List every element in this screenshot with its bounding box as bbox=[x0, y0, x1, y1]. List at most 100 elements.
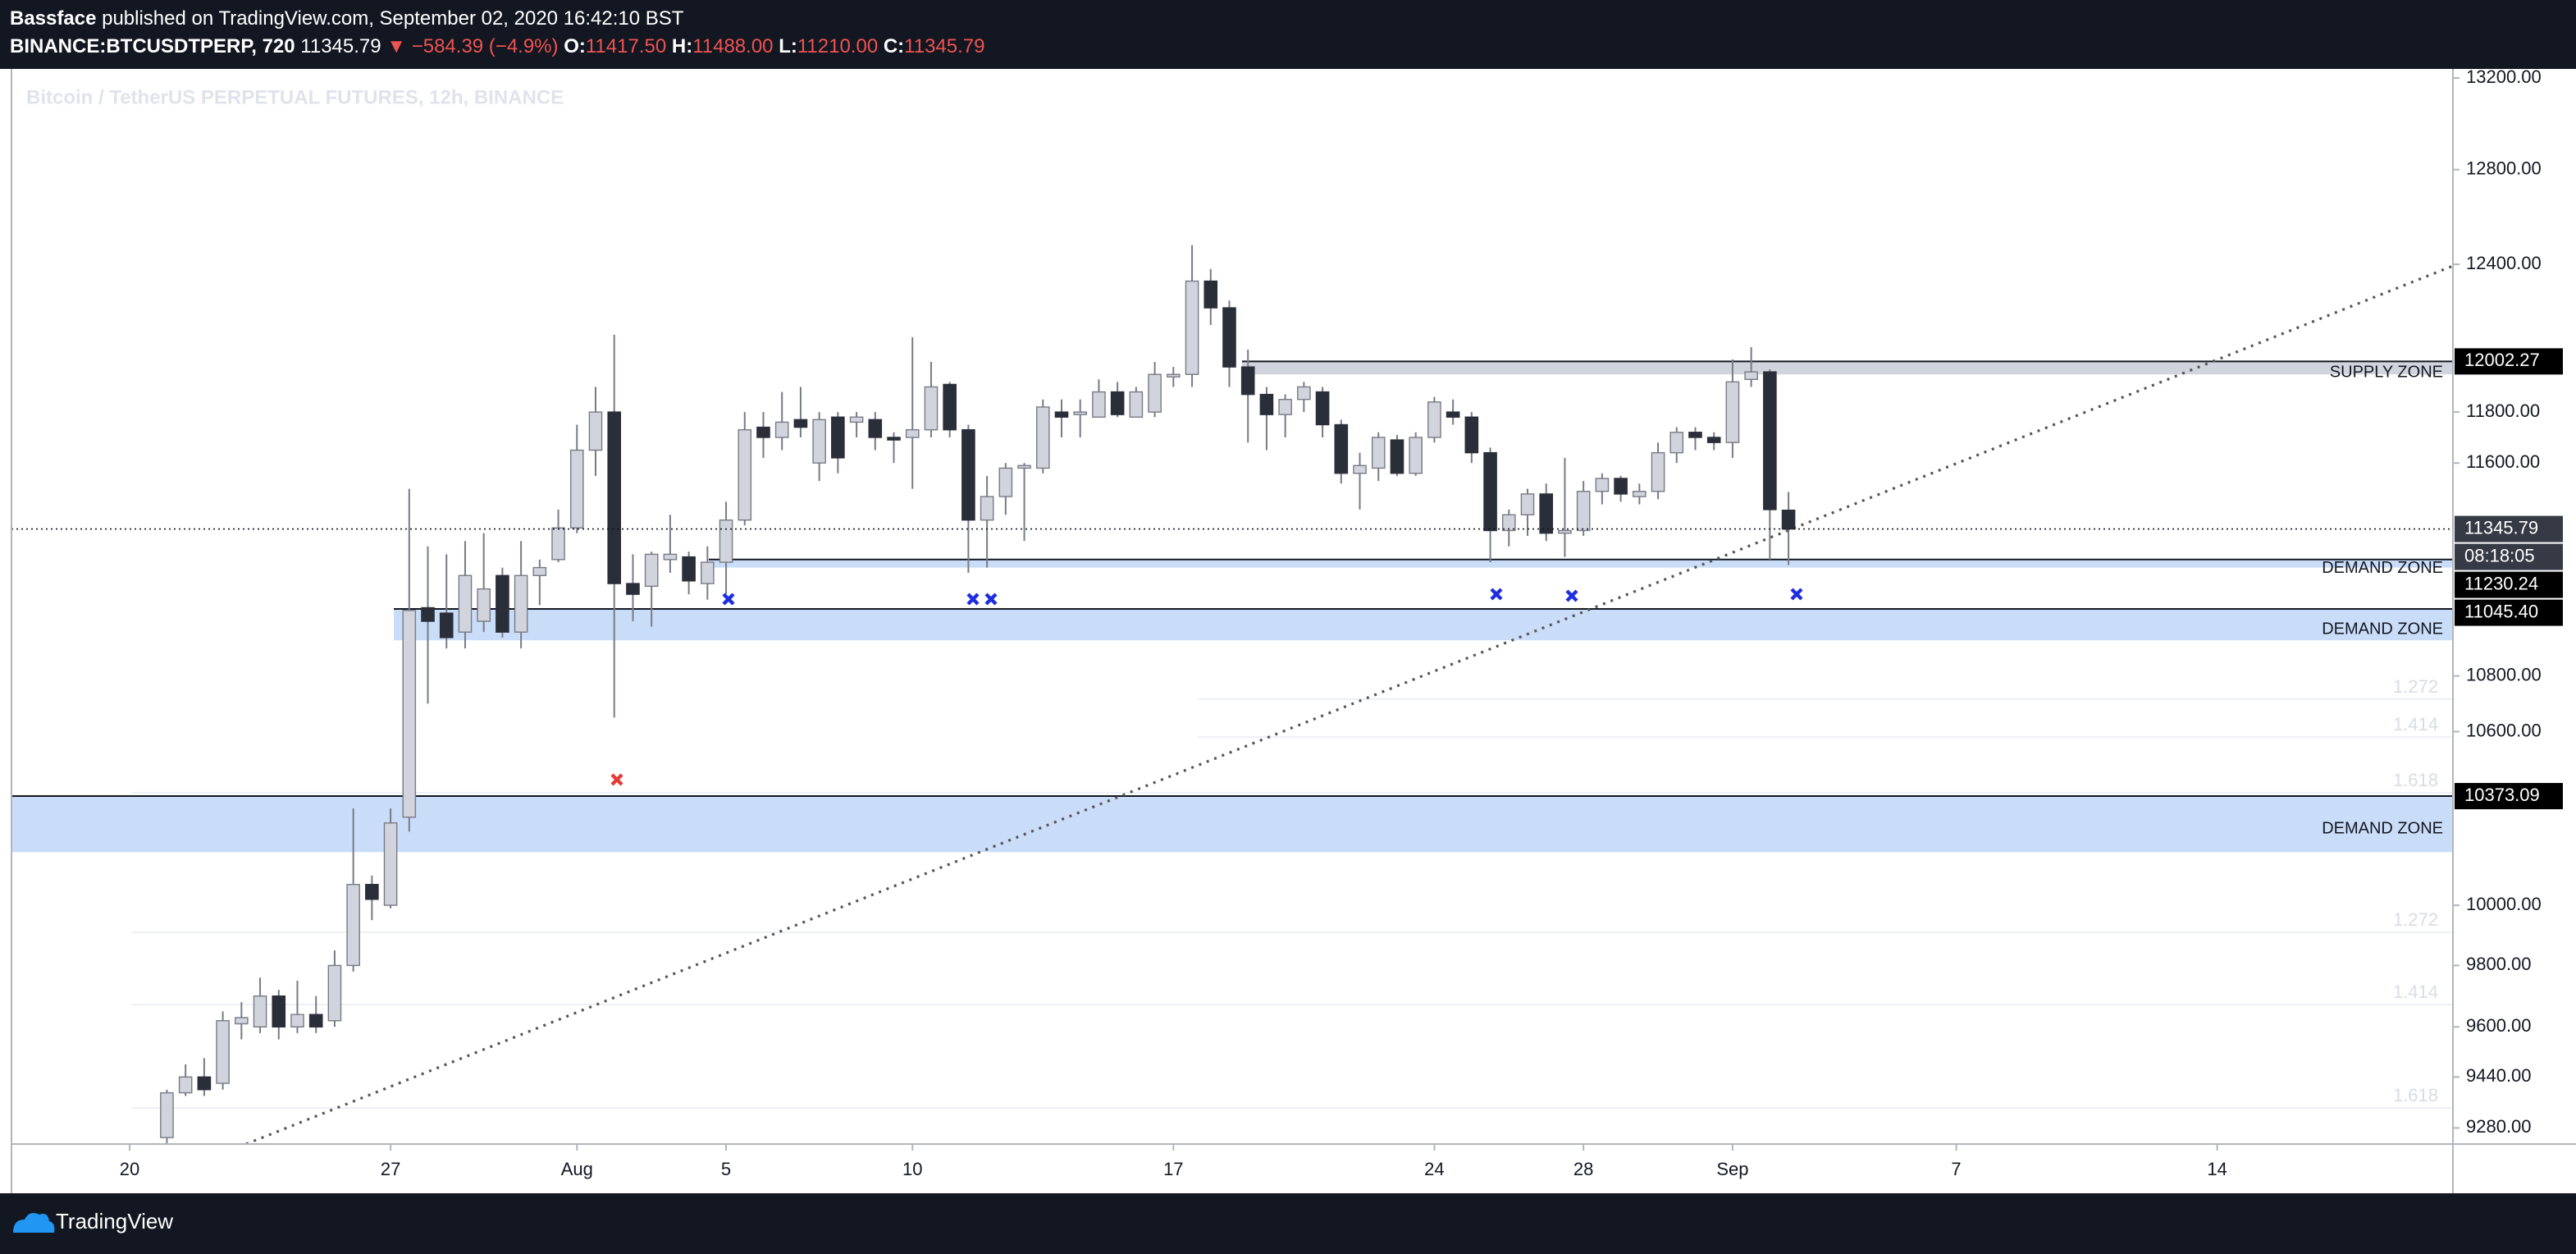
candle-body bbox=[1446, 411, 1460, 418]
candle-body bbox=[160, 1092, 174, 1138]
candle-body bbox=[1148, 373, 1162, 413]
fib-label: 1.414 bbox=[2393, 982, 2438, 1002]
zone-band bbox=[394, 609, 2453, 641]
candle-body bbox=[514, 574, 528, 633]
candle-body bbox=[998, 467, 1013, 497]
published: published on TradingView.com, September … bbox=[102, 7, 684, 30]
axis-price-label: 08:18:05 bbox=[2464, 545, 2535, 565]
candle-body bbox=[1483, 451, 1497, 532]
candle-body bbox=[887, 437, 901, 441]
plot-clip bbox=[11, 245, 2453, 1144]
fib-label: 1.414 bbox=[2393, 714, 2438, 735]
candle-body bbox=[1035, 406, 1050, 469]
candle-body bbox=[1073, 411, 1088, 415]
candle-body bbox=[216, 1020, 230, 1084]
x-marker bbox=[1565, 589, 1578, 602]
candle-body bbox=[421, 606, 435, 622]
y-tick-label: 10800.00 bbox=[2466, 664, 2542, 684]
candle-body bbox=[1054, 411, 1069, 418]
watermark: Bitcoin / TetherUS PERPETUAL FUTURES, 12… bbox=[26, 86, 564, 108]
footer bbox=[0, 1193, 2576, 1254]
axis-price-label: 11045.40 bbox=[2464, 601, 2538, 621]
candle-body bbox=[551, 527, 565, 561]
candle-body bbox=[924, 386, 939, 431]
candle-body bbox=[1129, 391, 1144, 418]
fib-label: 1.618 bbox=[2393, 1085, 2438, 1105]
zone-band bbox=[11, 796, 2453, 853]
change: ▼ −584.39 (−4.9%) bbox=[386, 35, 558, 57]
candle-body bbox=[961, 428, 975, 521]
open: 11417.50 bbox=[586, 35, 666, 57]
candle-body bbox=[607, 411, 622, 584]
candle-body bbox=[793, 419, 808, 428]
axis-price-label: 11345.79 bbox=[2464, 517, 2538, 538]
candle-body bbox=[1353, 465, 1367, 474]
axis-price-box bbox=[2455, 348, 2563, 375]
x-tick-label: 7 bbox=[1951, 1159, 1961, 1179]
candle-body bbox=[588, 411, 603, 451]
legend-line: BINANCE:BTCUSDTPERP, 720 11345.79 ▼ −584… bbox=[10, 35, 985, 57]
candle-body bbox=[1092, 391, 1106, 418]
last-price: 11345.79 bbox=[300, 35, 381, 57]
candle-body bbox=[1185, 280, 1199, 375]
candle-body bbox=[569, 449, 584, 529]
candle-body bbox=[644, 553, 659, 588]
candle-body bbox=[1371, 437, 1386, 469]
candle-body bbox=[1501, 514, 1516, 532]
candle-body bbox=[1558, 529, 1572, 534]
x-marker bbox=[1790, 588, 1803, 601]
x-tick-label: 20 bbox=[120, 1159, 139, 1179]
candle-body bbox=[738, 428, 752, 521]
candle-body bbox=[308, 1014, 323, 1027]
x-marker bbox=[1490, 588, 1503, 601]
candle-body bbox=[1781, 510, 1796, 530]
candle-body bbox=[1614, 478, 1628, 495]
candle-body bbox=[383, 822, 398, 906]
zone-band bbox=[1242, 361, 2453, 375]
candle-body bbox=[1725, 381, 1740, 443]
candle-body bbox=[365, 884, 379, 900]
axis-price-label: 10373.09 bbox=[2464, 785, 2540, 805]
candle-body bbox=[1669, 432, 1684, 454]
candle-body bbox=[1017, 465, 1031, 469]
y-tick-label: 9280.00 bbox=[2466, 1116, 2532, 1137]
candle-body bbox=[682, 556, 696, 582]
candle-body bbox=[1576, 491, 1591, 532]
candle-body bbox=[831, 416, 845, 459]
axis-price-box bbox=[2455, 515, 2563, 542]
candle-body bbox=[1409, 437, 1423, 474]
candle-body bbox=[272, 995, 286, 1027]
candle-body bbox=[943, 383, 957, 431]
y-tick-label: 9800.00 bbox=[2466, 954, 2532, 974]
brand-logo[interactable] bbox=[13, 1213, 55, 1233]
h-label: H: bbox=[672, 35, 692, 57]
candle-body bbox=[1297, 386, 1311, 400]
candle-body bbox=[1595, 478, 1610, 492]
author: Bassface bbox=[10, 7, 96, 30]
high: 11488.00 bbox=[692, 35, 773, 57]
candle-body bbox=[1688, 432, 1702, 438]
zone-label: DEMAND ZONE bbox=[2322, 620, 2443, 638]
zone-label: DEMAND ZONE bbox=[2322, 559, 2443, 577]
candle-body bbox=[439, 612, 454, 638]
c-label: C: bbox=[884, 35, 904, 57]
candle-body bbox=[1633, 491, 1647, 497]
publish-line: Bassface published on TradingView.com, S… bbox=[10, 7, 684, 30]
low: 11210.00 bbox=[797, 35, 878, 57]
x-marker bbox=[966, 593, 980, 606]
candle-body bbox=[774, 421, 789, 438]
candle-body bbox=[663, 553, 678, 561]
axis-price-box bbox=[2455, 783, 2563, 810]
candle-body bbox=[812, 419, 826, 464]
candle-body bbox=[458, 574, 473, 633]
candle-body bbox=[756, 426, 770, 438]
brand[interactable]: TradingView bbox=[56, 1209, 173, 1233]
candle-body bbox=[980, 496, 994, 521]
trend-line bbox=[245, 264, 2453, 1144]
candle-body bbox=[402, 610, 417, 818]
candle-body bbox=[235, 1017, 249, 1025]
candle-body bbox=[1334, 423, 1349, 474]
zone-band bbox=[709, 559, 2453, 568]
